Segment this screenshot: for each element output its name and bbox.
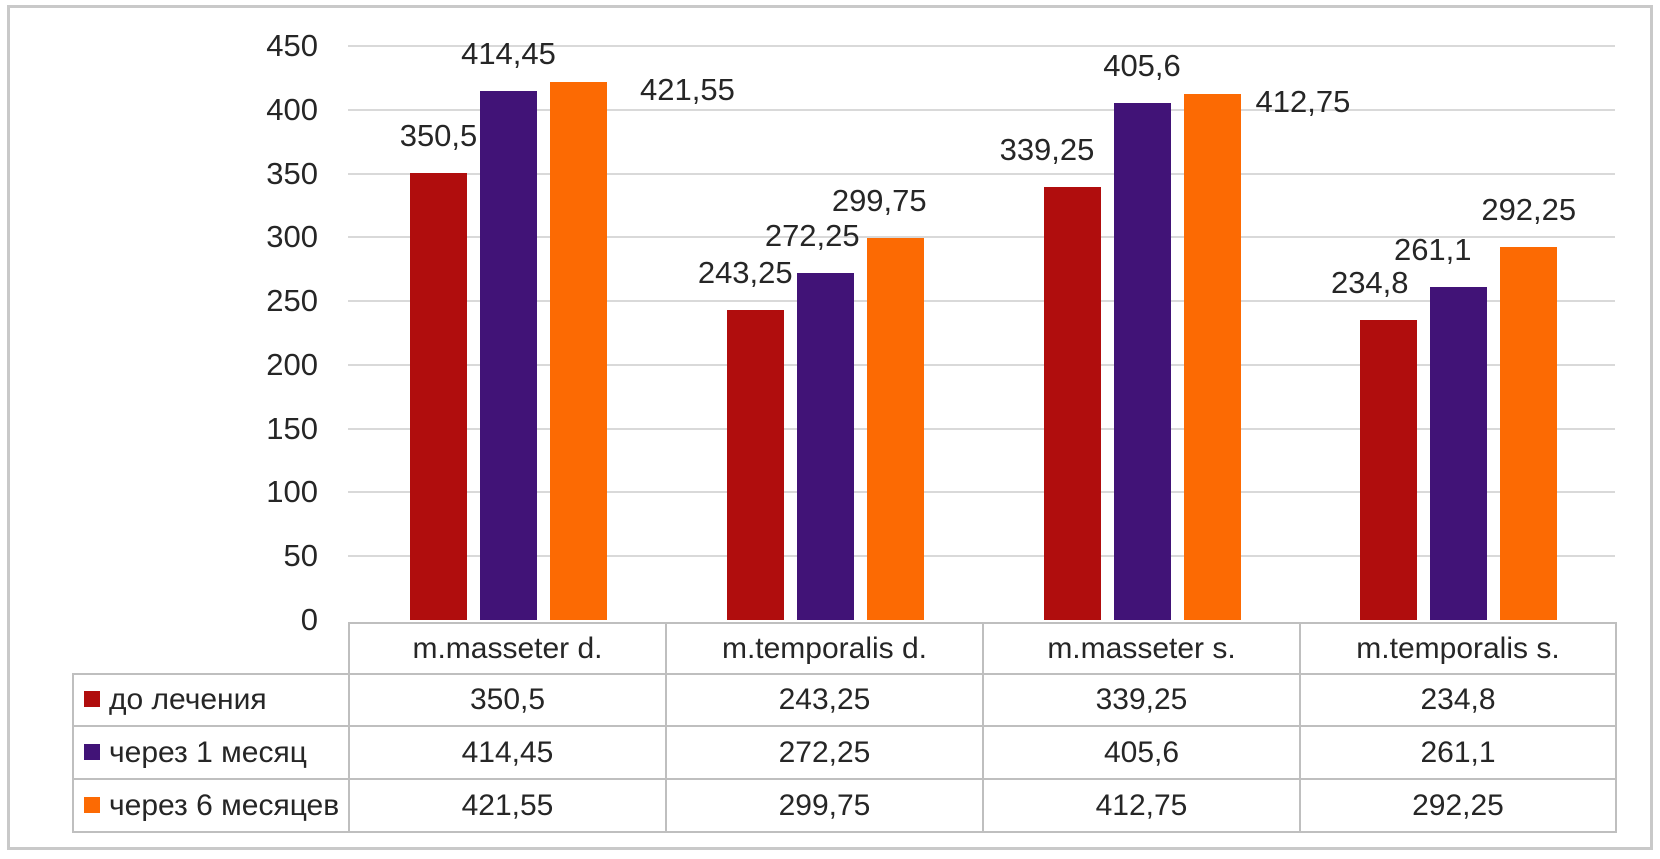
y-tick-label: 250 <box>266 283 318 319</box>
category-header: m.temporalis d. <box>665 622 984 675</box>
value-cell: 299,75 <box>665 778 984 833</box>
bar-value-label: 261,1 <box>1393 231 1472 267</box>
legend-cell: через 6 месяцев <box>72 778 350 833</box>
series-name: до лечения <box>109 683 267 716</box>
y-tick-label: 0 <box>300 602 318 637</box>
gridline <box>348 491 1615 494</box>
table-row: через 6 месяцев 421,55 299,75 412,75 292… <box>72 778 1617 833</box>
bar-value-label: 299,75 <box>831 182 927 218</box>
gridline <box>348 555 1615 558</box>
gridline <box>348 45 1615 47</box>
y-tick-label: 400 <box>266 91 318 127</box>
bar-через 1 месяц-m.masseter d. <box>480 91 537 620</box>
value-cell: 405,6 <box>982 725 1301 780</box>
category-header: m.masseter s. <box>982 622 1301 675</box>
legend-cell: через 1 месяц <box>72 725 350 780</box>
table-row: через 1 месяц 414,45 272,25 405,6 261,1 <box>72 725 1617 780</box>
bar-через 1 месяц-m.masseter s. <box>1113 102 1171 620</box>
bar-value-label: 272,25 <box>764 217 860 253</box>
value-cell: 412,75 <box>982 778 1301 833</box>
value-cell: 234,8 <box>1299 673 1617 727</box>
bar-value-label: 414,45 <box>461 36 556 72</box>
value-cell: 339,25 <box>982 673 1301 727</box>
series-swatch-icon <box>84 691 100 708</box>
value-cell: 272,25 <box>665 725 984 780</box>
bar-до лечения-m.temporalis s. <box>1360 320 1418 620</box>
bar-value-label: 243,25 <box>697 254 793 290</box>
bar-value-label: 421,55 <box>640 72 735 108</box>
gridline <box>348 427 1615 430</box>
table-corner-blank <box>73 623 349 674</box>
gridline <box>348 236 1615 239</box>
y-tick-label: 350 <box>266 155 318 191</box>
bar-value-label: 412,75 <box>1255 83 1351 119</box>
gridline <box>348 108 1615 111</box>
bar-value-label: 339,25 <box>999 132 1095 168</box>
y-tick-label: 450 <box>266 28 318 63</box>
category-header: m.masseter d. <box>348 622 667 675</box>
y-tick-label: 200 <box>266 346 318 382</box>
bar-через 6 месяцев-m.masseter d. <box>550 82 607 620</box>
y-tick-label: 100 <box>266 474 318 510</box>
y-tick-label: 300 <box>266 219 318 255</box>
series-name: через 1 месяц <box>109 735 307 769</box>
value-cell: 292,25 <box>1299 778 1617 833</box>
value-cell: 261,1 <box>1299 725 1617 780</box>
bar-value-label: 405,6 <box>1103 47 1181 83</box>
value-cell: 421,55 <box>348 778 667 833</box>
gridline <box>348 363 1615 366</box>
gridline <box>348 300 1615 303</box>
bar-через 6 месяцев-m.temporalis s. <box>1500 247 1558 620</box>
series-swatch-icon <box>84 743 100 760</box>
value-cell: 243,25 <box>665 673 984 727</box>
bar-value-label: 292,25 <box>1481 192 1577 228</box>
bar-через 6 месяцев-m.temporalis d. <box>866 237 924 620</box>
bar-через 1 месяц-m.temporalis d. <box>796 272 854 620</box>
value-cell: 350,5 <box>348 673 667 727</box>
gridline <box>348 172 1615 175</box>
series-name: через 6 месяцев <box>109 788 340 822</box>
legend-cell: до лечения <box>72 673 350 727</box>
bar-через 1 месяц-m.temporalis s. <box>1430 286 1488 620</box>
y-tick-label: 150 <box>266 410 318 446</box>
value-cell: 414,45 <box>348 725 667 780</box>
bar-value-label: 234,8 <box>1330 265 1409 301</box>
category-header: m.temporalis s. <box>1299 622 1617 675</box>
series-swatch-icon <box>84 796 100 813</box>
bar-через 6 месяцев-m.masseter s. <box>1183 93 1241 620</box>
bar-value-label: 350,5 <box>399 117 478 153</box>
table-header-row: m.masseter d. m.temporalis d. m.masseter… <box>73 622 1617 675</box>
bar-до лечения-m.temporalis d. <box>726 309 784 620</box>
data-table: m.masseter d. m.temporalis d. m.masseter… <box>72 622 1617 833</box>
bar-до лечения-m.masseter d. <box>410 172 467 620</box>
y-tick-label: 50 <box>283 538 318 574</box>
table-row: до лечения 350,5 243,25 339,25 234,8 <box>72 673 1617 727</box>
bar-до лечения-m.masseter s. <box>1043 187 1101 620</box>
